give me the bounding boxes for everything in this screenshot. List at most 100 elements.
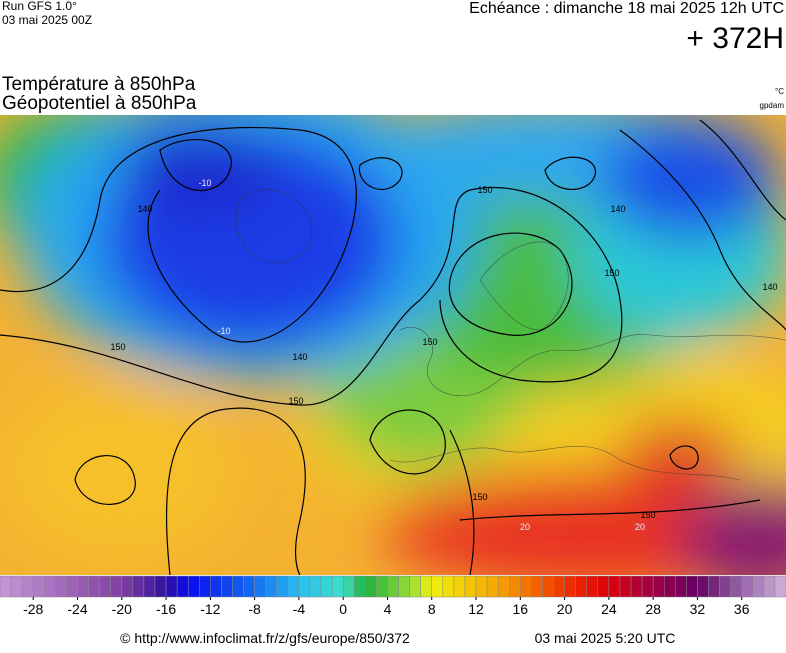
title-temperature: Température à 850hPa	[2, 74, 196, 95]
colorbar-swatch	[774, 575, 786, 598]
colorbar-swatch	[575, 575, 587, 598]
colorbar-swatch	[508, 575, 521, 598]
colorbar-swatch	[320, 575, 333, 598]
colorbar-swatch	[221, 575, 233, 598]
coastline	[389, 445, 741, 481]
colorbar-swatch	[44, 575, 56, 598]
colorbar-swatch	[586, 575, 599, 598]
colorbar-swatch	[597, 575, 610, 598]
map: 150 140 150 150 140 150 150 150 140 140 150 -10 -10 2…	[0, 115, 786, 575]
forecast-time: Echéance : dimanche 18 mai 2025 12h UTC	[469, 0, 784, 17]
colorbar-tick-label: 20	[557, 601, 573, 617]
colorbar-tick-label: 28	[645, 601, 661, 617]
colorbar-swatch	[475, 575, 488, 598]
colorbar-tick-label: -12	[200, 601, 220, 617]
colorbar-swatch	[276, 575, 289, 598]
colorbar-swatch	[21, 575, 34, 598]
colorbar-swatch	[453, 575, 466, 598]
colorbar-swatch	[88, 575, 100, 598]
contour-label: 150	[110, 342, 125, 352]
colorbar-swatch	[553, 575, 565, 598]
colorbar-swatch	[641, 575, 654, 598]
timestamp: 03 mai 2025 5:20 UTC	[535, 630, 676, 646]
contour-label: 150	[288, 396, 303, 406]
contour-label: 150	[422, 337, 437, 347]
colorbar-swatch	[254, 575, 266, 598]
colorbar-swatch	[154, 575, 167, 598]
colorbar-swatch	[486, 575, 499, 598]
contour-line	[369, 409, 446, 475]
colorbar-swatch	[354, 575, 366, 598]
colorbar-swatch	[708, 575, 720, 598]
colorbar-swatch	[176, 575, 189, 598]
colorbar-swatch	[10, 575, 23, 598]
colorbar-swatch	[409, 575, 421, 598]
colorbar-swatch	[520, 575, 532, 598]
colorbar-swatch	[387, 575, 399, 598]
colorbar-tick-label: -20	[112, 601, 132, 617]
contour-line	[0, 186, 623, 406]
colorbar-swatch	[619, 575, 632, 598]
colorbar-swatch	[564, 575, 576, 598]
colorbar-swatch	[442, 575, 455, 598]
run-date: 03 mai 2025 00Z	[2, 13, 92, 27]
colorbar-swatch	[342, 575, 355, 598]
contour-labels: 150 140 150 150 140 150 150 150 140 140 150 -10 -10 2…	[110, 178, 777, 532]
colorbar-swatch	[376, 575, 388, 598]
contour-label: 20	[635, 522, 645, 532]
contour-label: 150	[604, 268, 619, 278]
colorbar-swatch	[420, 575, 432, 598]
colorbar: -28 -24 -20 -16 -12 -8 -4 0 4 8 12 16 20 24 28 32 36	[0, 575, 786, 617]
contour-label: 20	[520, 522, 530, 532]
contour-label: 150	[477, 185, 492, 195]
contours	[0, 119, 786, 575]
colorbar-swatch	[77, 575, 89, 598]
contour-label: 150	[640, 510, 655, 520]
coastline	[235, 189, 313, 263]
colorbar-tick-label: -28	[23, 601, 43, 617]
colorbar-swatch	[630, 575, 643, 598]
colorbar-swatch	[763, 575, 776, 598]
colorbar-tick-label: 4	[384, 601, 392, 617]
colorbar-swatch	[741, 575, 754, 598]
contour-label: 150	[472, 492, 487, 502]
colorbar-tick-label: -24	[67, 601, 87, 617]
colorbar-swatch	[697, 575, 709, 598]
colorbar-swatch	[99, 575, 111, 598]
contour-line	[159, 139, 232, 192]
coastline	[399, 327, 786, 397]
contour-label: 140	[137, 204, 152, 214]
colorbar-swatch	[686, 575, 698, 598]
colorbar-tick-label: 32	[690, 601, 706, 617]
colorbar-swatch	[608, 575, 621, 598]
colorbar-swatch	[121, 575, 134, 598]
colorbar-swatch	[287, 575, 300, 598]
colorbar-tick-label: -16	[156, 601, 176, 617]
colorbar-swatch	[365, 575, 377, 598]
contour-line	[0, 127, 357, 343]
colorbar-tick-label: 12	[468, 601, 484, 617]
colorbar-swatch	[165, 575, 178, 598]
colorbar-tick-label: 24	[601, 601, 617, 617]
colorbar-swatch	[752, 575, 765, 598]
colorbar-swatch	[652, 575, 665, 598]
contour-label: 140	[610, 204, 625, 214]
colorbar-swatch	[675, 575, 687, 598]
colorbar-swatch	[199, 575, 211, 598]
source-url[interactable]: © http://www.infoclimat.fr/z/gfs/europe/…	[120, 630, 410, 646]
colorbar-swatch	[55, 575, 67, 598]
contour-line	[358, 156, 596, 191]
colorbar-swatch	[66, 575, 78, 598]
colorbar-swatch	[331, 575, 344, 598]
colorbar-swatch	[265, 575, 278, 598]
run-label: Run GFS 1.0°	[2, 0, 77, 13]
colorbar-tick-label: 0	[339, 601, 347, 617]
colorbar-swatch	[243, 575, 255, 598]
colorbar-tick-label: -8	[248, 601, 261, 617]
colorbar-swatch	[309, 575, 322, 598]
colorbar-swatch	[542, 575, 554, 598]
contour-label: -10	[198, 178, 211, 188]
colorbar-swatch	[531, 575, 543, 598]
colorbar-swatch	[497, 575, 510, 598]
